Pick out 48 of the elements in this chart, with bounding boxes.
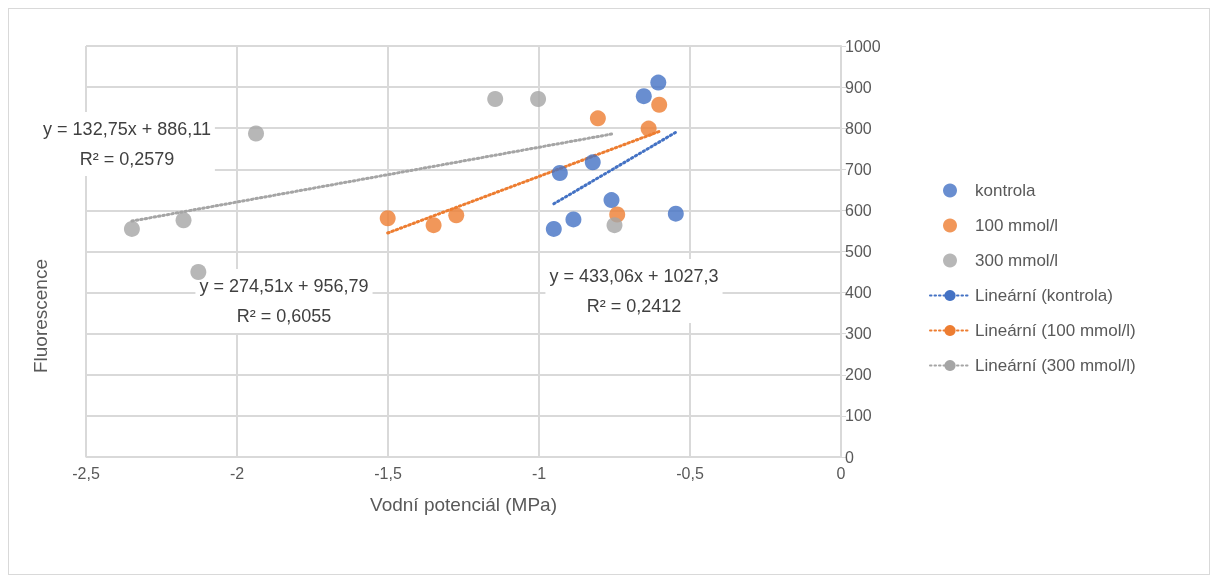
legend-label: Lineární (kontrola) <box>975 286 1113 305</box>
y-tick-label: 300 <box>845 325 872 343</box>
point <box>635 88 652 105</box>
point <box>584 154 601 171</box>
y-tick-label: 400 <box>845 284 872 302</box>
legend-label: 300 mmol/l <box>975 251 1059 270</box>
point <box>487 91 504 108</box>
x-tick-label: -0,5 <box>676 464 704 482</box>
point <box>603 192 620 209</box>
annotation: y = 274,51x + 956,79 R² = 0,6055 <box>199 276 369 326</box>
point <box>425 217 442 234</box>
x-tick-label: -1,5 <box>374 464 402 482</box>
x-tick-label: -2,5 <box>72 464 100 482</box>
point <box>190 264 207 281</box>
point <box>606 217 623 234</box>
y-tick-label: 700 <box>845 160 872 178</box>
x-tick-label: -1 <box>531 464 547 482</box>
point <box>551 165 568 181</box>
legend-label: kontrola <box>975 181 1037 200</box>
point <box>379 210 396 227</box>
point <box>640 120 657 137</box>
legend-label: 100 mmol/l <box>975 216 1059 235</box>
point <box>565 211 582 228</box>
y-tick-label: 600 <box>845 201 872 219</box>
legend-label: Lineární (100 mmol/l) <box>975 321 1136 340</box>
annotation: y = 132,75x + 886,11 R² = 0,2579 <box>43 119 211 169</box>
x-axis-title: Vodní potenciál (MPa) <box>370 494 557 515</box>
x-tick-label: -2 <box>229 464 245 482</box>
y-tick-label: 500 <box>845 243 872 260</box>
point <box>530 91 547 108</box>
annotation: y = 433,06x + 1027,3 R² = 0,2412 <box>549 266 719 316</box>
legend-label: Lineární (300 mmol/l) <box>975 356 1136 375</box>
y-tick-label: 900 <box>845 78 872 96</box>
point <box>667 205 684 222</box>
point <box>123 220 140 237</box>
point <box>248 125 265 142</box>
y-tick-label: 100 <box>845 407 872 425</box>
point <box>545 220 562 237</box>
point <box>448 207 465 224</box>
y-tick-label: 200 <box>845 366 872 384</box>
point <box>175 212 192 229</box>
y-tick-label: 1000 <box>845 37 881 55</box>
y-tick-label: 0 <box>845 448 854 466</box>
point <box>650 74 667 91</box>
y-tick-label: 800 <box>845 119 872 137</box>
point <box>589 110 606 127</box>
point <box>651 96 668 113</box>
y-axis-title: Fluorescence <box>30 258 51 374</box>
